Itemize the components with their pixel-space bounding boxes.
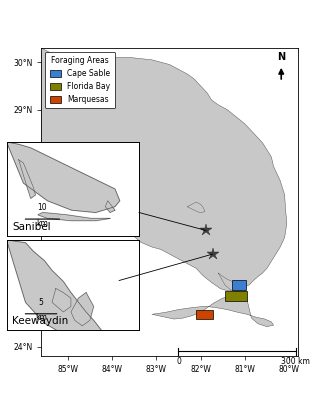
Polygon shape <box>52 288 71 312</box>
Polygon shape <box>187 202 205 213</box>
Polygon shape <box>7 240 101 340</box>
Bar <box>196 310 213 319</box>
Polygon shape <box>152 291 274 327</box>
Text: N: N <box>277 52 285 62</box>
Text: Keewaydin: Keewaydin <box>12 316 68 326</box>
Legend: Cape Sable, Florida Bay, Marquesas: Cape Sable, Florida Bay, Marquesas <box>45 52 115 108</box>
Bar <box>232 280 246 290</box>
Text: km: km <box>35 313 47 322</box>
Polygon shape <box>19 160 35 198</box>
Text: 5: 5 <box>39 298 43 306</box>
Polygon shape <box>38 212 110 221</box>
Polygon shape <box>218 273 243 292</box>
Polygon shape <box>71 293 94 326</box>
Text: km: km <box>36 218 48 228</box>
Text: 10: 10 <box>37 202 47 212</box>
Polygon shape <box>0 38 287 291</box>
Text: 300 km: 300 km <box>281 357 310 366</box>
Polygon shape <box>7 142 120 212</box>
Text: Sanibel: Sanibel <box>12 222 51 232</box>
Bar <box>225 291 247 300</box>
Text: 0: 0 <box>176 357 181 366</box>
Polygon shape <box>105 201 115 212</box>
